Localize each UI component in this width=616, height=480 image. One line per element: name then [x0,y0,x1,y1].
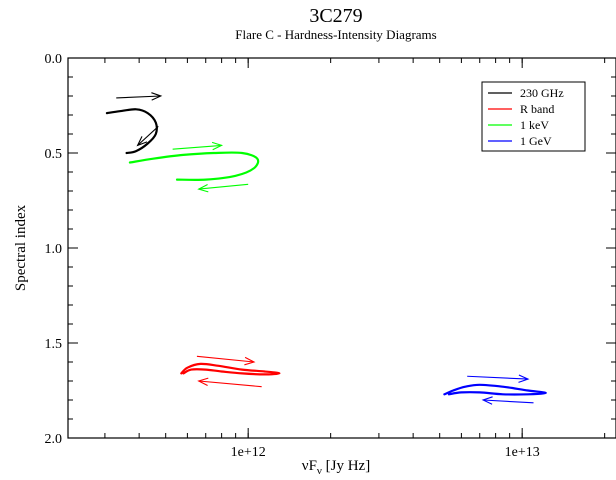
data-series [105,92,547,405]
axis-ticks: 0.0 0.5 1.0 1.5 2.0 1e+12 1e+13 [45,52,616,460]
legend-label: 1 keV [520,118,549,132]
direction-arrow-shaft [198,183,249,190]
direction-arrow-shaft [116,95,161,99]
x-axis-label-main: νF [302,458,317,474]
y-tick-label: 1.0 [45,242,63,257]
direction-arrow-head [136,136,148,147]
chart-title: 3C279 [309,5,362,27]
direction-arrow-head [481,396,493,405]
direction-arrow-shaft [137,125,159,146]
y-tick-label: 0.0 [45,52,63,67]
direction-arrow-head [151,92,163,101]
x-tick-label: 1e+12 [231,445,266,460]
legend-label: 1 GeV [520,134,552,148]
direction-arrow-head [244,356,256,366]
legend-label: 230 GHz [520,86,564,100]
y-tick-label: 0.5 [45,147,63,162]
series-line [180,362,281,376]
series-line [443,383,547,396]
direction-arrow-shaft [172,144,222,150]
x-axis-label-subscript: ν [317,465,322,477]
series-line [128,151,260,181]
direction-arrow-head [197,377,209,386]
direction-arrow-head [518,374,530,383]
series-line [105,108,158,155]
x-tick-label: 1e+13 [505,445,540,460]
direction-arrow-head [211,141,224,151]
y-tick-label: 2.0 [45,432,63,447]
x-axis-label: νFν [Jy Hz] [302,458,370,477]
direction-arrow-shaft [467,375,529,380]
legend-label: R band [520,102,554,116]
chart-subtitle: Flare C - Hardness-Intensity Diagrams [235,27,436,42]
direction-arrow-shaft [196,355,255,363]
y-axis-label: Spectral index [13,204,29,291]
direction-arrow-head [197,184,209,193]
x-axis-label-unit: [Jy Hz] [322,458,370,474]
direction-arrow-shaft [198,380,262,388]
legend: 230 GHz R band 1 keV 1 GeV [481,81,586,152]
y-tick-label: 1.5 [45,337,63,352]
direction-arrow-shaft [483,399,534,404]
